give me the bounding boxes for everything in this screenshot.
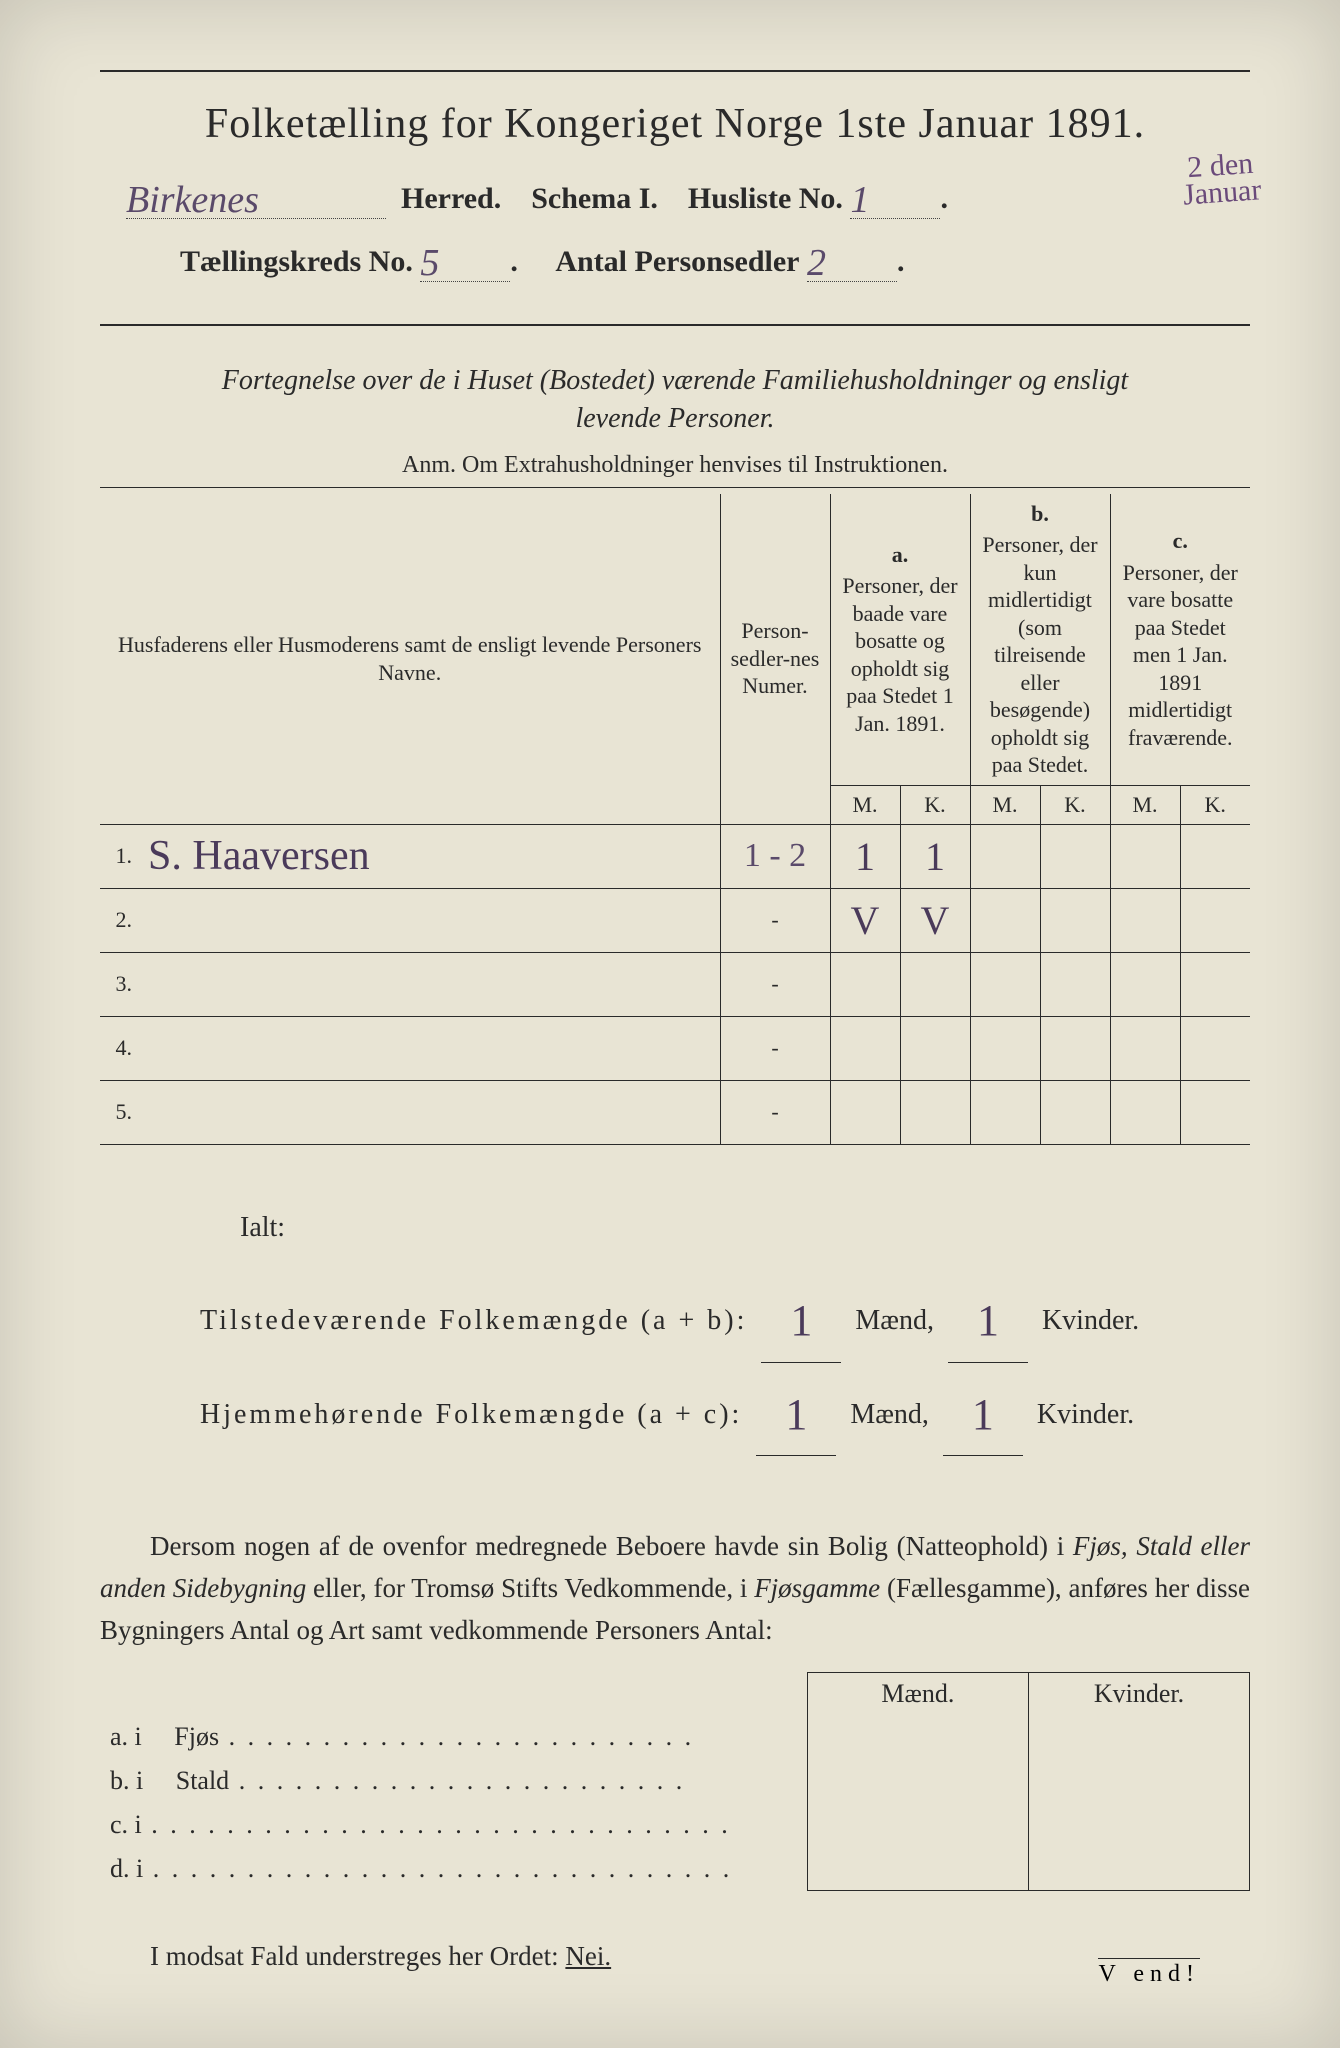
lower-row: d. i . . . . . . . . . . . . . . . . . .…	[100, 1847, 1250, 1891]
rule	[100, 487, 1250, 488]
totals-block: Ialt: Tilstedeværende Folkemængde (a + b…	[100, 1199, 1250, 1457]
ialt-label: Ialt:	[240, 1199, 1250, 1258]
col-c-m: M.	[1110, 785, 1180, 824]
lower-kvinder: Kvinder.	[1028, 1672, 1249, 1715]
instruction-paragraph: Dersom nogen af de ovenfor medregnede Be…	[100, 1526, 1250, 1652]
lower-table: Mænd. Kvinder. a. i Fjøs . . . . . . . .…	[100, 1672, 1250, 1892]
line-kreds: Tællingskreds No. 5. Antal Personsedler …	[120, 237, 1230, 282]
lower-row: a. i Fjøs . . . . . . . . . . . . . . . …	[100, 1715, 1250, 1759]
table-row: 2. - V V	[100, 888, 1250, 952]
line-herred: Birkenes Herred. Schema I. Husliste No. …	[120, 174, 1230, 219]
col-a: a.Personer, der baade vare bosatte og op…	[830, 494, 970, 786]
section-title: Fortegnelse over de i Huset (Bostedet) v…	[100, 362, 1250, 438]
antal-value: 2	[807, 242, 826, 284]
page-title: Folketælling for Kongeriget Norge 1ste J…	[120, 100, 1230, 148]
lower-row: c. i . . . . . . . . . . . . . . . . . .…	[100, 1803, 1250, 1847]
table-row: 5. -	[100, 1080, 1250, 1144]
col-b-m: M.	[970, 785, 1040, 824]
table-row: 1. S. Haaversen 1 - 2 1 1	[100, 824, 1250, 888]
totals-row-ab: Tilstedeværende Folkemængde (a + b): 1 M…	[200, 1269, 1250, 1362]
lower-maend: Mænd.	[807, 1672, 1028, 1715]
husliste-value: 1	[850, 179, 869, 221]
totals-row-ac: Hjemmehørende Folkemængde (a + c): 1 Mæn…	[200, 1363, 1250, 1456]
anm-note: Anm. Om Extrahusholdninger henvises til …	[100, 452, 1250, 479]
col-b-k: K.	[1040, 785, 1110, 824]
nei-word: Nei.	[565, 1941, 611, 1971]
col-name: Husfaderens eller Husmoderens samt de en…	[100, 494, 720, 825]
herred-label: Herred.	[401, 182, 501, 215]
antal-label: Antal Personsedler	[555, 245, 799, 278]
kreds-label: Tællingskreds No.	[180, 245, 413, 278]
col-c-k: K.	[1180, 785, 1250, 824]
lower-row: b. i Stald . . . . . . . . . . . . . . .…	[100, 1759, 1250, 1803]
col-numer: Person-sedler-nes Numer.	[720, 494, 830, 825]
vend-marker: V end!	[1098, 1958, 1200, 1988]
name-entry: S. Haaversen	[148, 833, 370, 879]
table-row: 3. -	[100, 952, 1250, 1016]
kreds-value: 5	[420, 242, 439, 284]
col-c: c.Personer, der vare bosatte paa Stedet …	[1110, 494, 1250, 786]
col-a-m: M.	[830, 785, 900, 824]
col-b: b.Personer, der kun midlertidigt (som ti…	[970, 494, 1110, 786]
herred-value: Birkenes	[126, 179, 259, 221]
census-form-page: Folketælling for Kongeriget Norge 1ste J…	[0, 0, 1340, 2048]
col-a-k: K.	[900, 785, 970, 824]
header-box: Folketælling for Kongeriget Norge 1ste J…	[100, 70, 1250, 326]
main-table: Husfaderens eller Husmoderens samt de en…	[100, 494, 1250, 1145]
margin-annotation: 2 den Januar	[1180, 149, 1262, 208]
schema-label: Schema I.	[531, 182, 658, 215]
final-line: I modsat Fald understreges her Ordet: Ne…	[100, 1941, 1250, 1972]
husliste-label: Husliste No.	[688, 182, 843, 215]
table-row: 4. -	[100, 1016, 1250, 1080]
